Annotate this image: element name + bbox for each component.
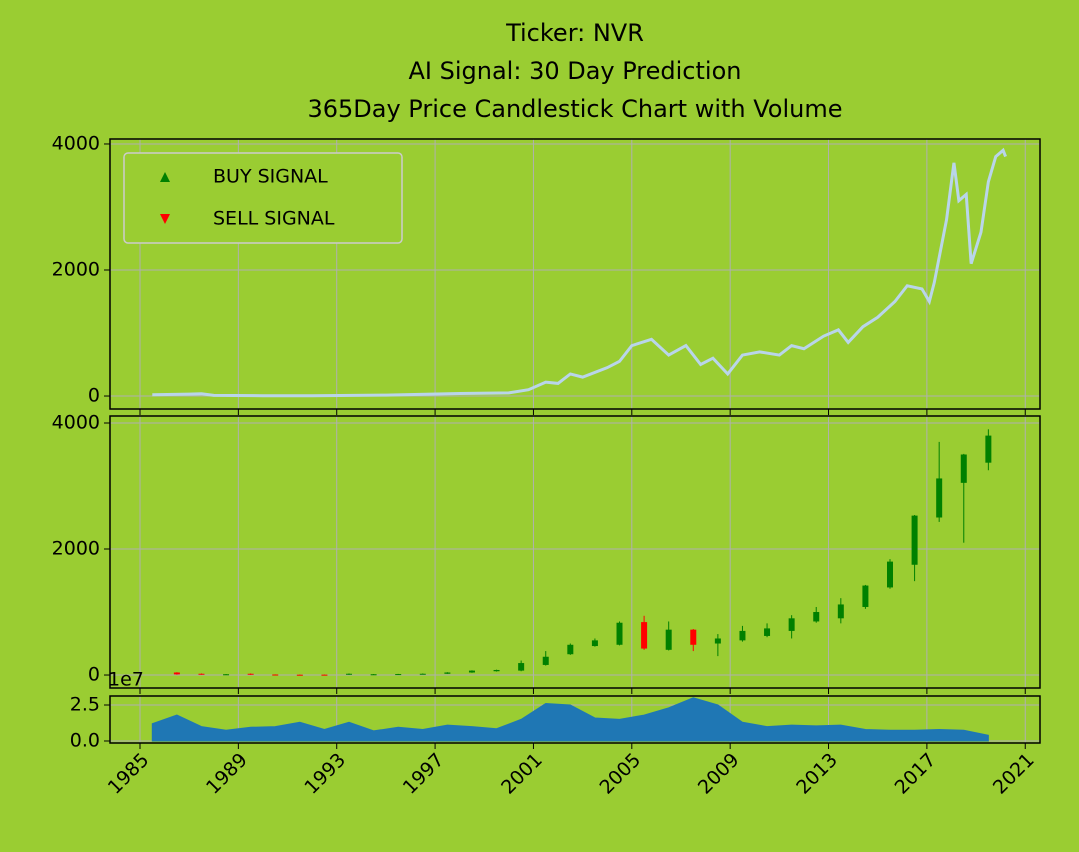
plot-content xyxy=(173,429,992,676)
candle-body xyxy=(395,674,402,676)
candle-body xyxy=(862,585,869,607)
price-line xyxy=(152,147,1007,398)
plot-content xyxy=(151,697,989,742)
y-tick-label: 4000 xyxy=(52,411,100,433)
candle-body xyxy=(591,640,598,647)
volume-area xyxy=(151,697,989,742)
axes-frame xyxy=(109,138,1041,410)
candle-body xyxy=(296,674,303,676)
axes-frame xyxy=(109,415,1041,689)
legend-box xyxy=(123,152,403,244)
candle-body xyxy=(567,644,574,655)
y-tick-label: 2000 xyxy=(52,258,100,280)
candle-body xyxy=(493,669,500,672)
candle-body xyxy=(665,629,672,650)
offset-label: 1e7 xyxy=(108,669,144,691)
title-line: 365Day Price Candlestick Chart with Volu… xyxy=(307,95,842,123)
candle-body xyxy=(321,674,328,676)
candle-body xyxy=(887,561,893,588)
y-tick-label: 2.5 xyxy=(70,693,100,715)
y-tick-label: 0.0 xyxy=(70,729,100,751)
candle-body xyxy=(936,478,943,518)
candle-body xyxy=(616,622,623,645)
y-tick-label: 0 xyxy=(88,664,100,686)
candle-body xyxy=(173,672,180,675)
y-tick-label: 0 xyxy=(88,385,100,407)
candle-body xyxy=(370,674,377,676)
candle-body xyxy=(223,674,230,676)
candle-body xyxy=(542,656,549,665)
axes-frame xyxy=(109,695,1041,744)
candle-body xyxy=(960,454,967,483)
candle-body xyxy=(641,622,648,649)
candle-body xyxy=(764,628,771,636)
candle-body xyxy=(198,673,205,675)
legend-marker xyxy=(160,172,170,182)
candle-body xyxy=(813,612,820,622)
plot-content xyxy=(152,147,1007,398)
legend-label: BUY SIGNAL xyxy=(213,166,328,188)
candle-body xyxy=(739,630,746,641)
candle-body xyxy=(247,673,254,675)
candle-body xyxy=(518,663,525,671)
plot-area xyxy=(110,416,1040,688)
candle-body xyxy=(837,604,844,619)
candle-body xyxy=(468,670,475,673)
candle-body xyxy=(985,435,992,463)
title-line: AI Signal: 30 Day Prediction xyxy=(409,57,742,85)
candle-body xyxy=(272,674,279,676)
candle-body xyxy=(690,629,697,645)
legend-label: SELL SIGNAL xyxy=(213,208,335,230)
candle-body xyxy=(714,638,721,644)
legend-marker xyxy=(160,214,170,224)
candle-body xyxy=(346,673,353,675)
y-tick-label: 2000 xyxy=(52,538,100,560)
y-tick-label: 4000 xyxy=(52,132,100,154)
title-line: Ticker: NVR xyxy=(505,19,644,47)
candle-body xyxy=(911,515,918,565)
candle-body xyxy=(419,673,426,675)
candle-body xyxy=(444,672,451,674)
candle-body xyxy=(788,618,795,631)
